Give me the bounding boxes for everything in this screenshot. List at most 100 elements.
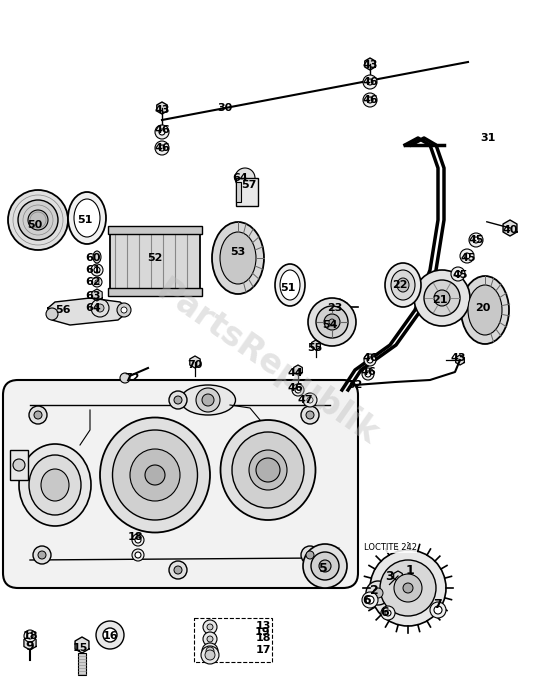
Text: 52: 52 bbox=[147, 253, 163, 263]
Circle shape bbox=[403, 583, 413, 593]
FancyBboxPatch shape bbox=[3, 380, 358, 588]
Ellipse shape bbox=[468, 285, 502, 335]
Text: 45: 45 bbox=[452, 270, 468, 280]
Bar bbox=[108, 288, 202, 296]
Text: 61: 61 bbox=[85, 265, 101, 275]
Ellipse shape bbox=[180, 385, 235, 415]
Bar bbox=[78, 653, 86, 675]
Circle shape bbox=[424, 280, 460, 316]
Circle shape bbox=[155, 125, 169, 139]
Polygon shape bbox=[503, 220, 517, 236]
Text: 46: 46 bbox=[362, 77, 378, 87]
Ellipse shape bbox=[461, 276, 509, 344]
Text: 46: 46 bbox=[362, 95, 378, 105]
Bar bbox=[108, 226, 202, 234]
Text: 55: 55 bbox=[308, 343, 323, 353]
Polygon shape bbox=[456, 355, 464, 365]
Ellipse shape bbox=[220, 420, 316, 520]
Ellipse shape bbox=[112, 430, 197, 520]
Polygon shape bbox=[48, 298, 130, 325]
Text: 47: 47 bbox=[297, 395, 313, 405]
Circle shape bbox=[103, 628, 117, 642]
Text: 43: 43 bbox=[154, 105, 170, 115]
Circle shape bbox=[120, 373, 130, 383]
Circle shape bbox=[96, 621, 124, 649]
Text: 32: 32 bbox=[347, 380, 363, 390]
Text: 43: 43 bbox=[362, 60, 378, 70]
Text: 46: 46 bbox=[287, 383, 303, 393]
Polygon shape bbox=[294, 365, 302, 375]
Circle shape bbox=[455, 271, 461, 277]
Circle shape bbox=[203, 620, 217, 634]
Text: 18: 18 bbox=[255, 633, 271, 643]
Circle shape bbox=[29, 406, 47, 424]
Circle shape bbox=[235, 168, 255, 188]
Text: 72: 72 bbox=[124, 373, 140, 383]
Circle shape bbox=[135, 537, 141, 543]
Bar bbox=[10, 450, 28, 480]
Polygon shape bbox=[333, 299, 347, 315]
Circle shape bbox=[91, 299, 109, 317]
Ellipse shape bbox=[232, 432, 304, 508]
Ellipse shape bbox=[68, 192, 106, 244]
Text: 51: 51 bbox=[280, 283, 296, 293]
Circle shape bbox=[451, 267, 465, 281]
Text: 20: 20 bbox=[475, 303, 491, 313]
Circle shape bbox=[96, 304, 104, 312]
Circle shape bbox=[13, 459, 25, 471]
Bar bbox=[236, 178, 258, 206]
Text: 57: 57 bbox=[241, 180, 257, 190]
Polygon shape bbox=[157, 102, 167, 114]
Text: 64: 64 bbox=[232, 173, 248, 183]
Circle shape bbox=[381, 606, 395, 620]
Text: 6: 6 bbox=[363, 595, 371, 607]
Circle shape bbox=[473, 237, 479, 243]
Text: 22: 22 bbox=[392, 280, 408, 290]
Text: 15: 15 bbox=[72, 643, 88, 653]
Circle shape bbox=[24, 630, 36, 642]
Circle shape bbox=[292, 384, 304, 396]
Circle shape bbox=[8, 190, 68, 250]
Circle shape bbox=[27, 633, 33, 639]
Circle shape bbox=[324, 314, 340, 330]
Text: 9: 9 bbox=[26, 639, 34, 653]
Text: 21: 21 bbox=[432, 295, 448, 305]
Circle shape bbox=[301, 406, 319, 424]
Circle shape bbox=[159, 145, 165, 151]
Circle shape bbox=[202, 394, 214, 406]
Circle shape bbox=[364, 354, 376, 366]
Circle shape bbox=[363, 75, 377, 89]
Text: 18: 18 bbox=[22, 631, 38, 641]
Ellipse shape bbox=[74, 199, 100, 237]
Circle shape bbox=[469, 233, 483, 247]
Bar bbox=[110, 230, 200, 290]
Text: 70: 70 bbox=[187, 360, 203, 370]
Text: 60: 60 bbox=[85, 253, 101, 263]
Circle shape bbox=[117, 303, 131, 317]
Ellipse shape bbox=[385, 263, 421, 307]
Circle shape bbox=[18, 200, 58, 240]
Circle shape bbox=[28, 210, 48, 230]
Circle shape bbox=[174, 396, 182, 404]
Circle shape bbox=[33, 546, 51, 564]
Ellipse shape bbox=[100, 417, 210, 533]
Text: 30: 30 bbox=[217, 103, 233, 113]
Ellipse shape bbox=[220, 232, 256, 284]
Circle shape bbox=[207, 636, 213, 642]
Text: 16: 16 bbox=[102, 631, 118, 641]
Circle shape bbox=[46, 308, 58, 320]
Polygon shape bbox=[365, 58, 375, 70]
Text: 19: 19 bbox=[255, 627, 271, 637]
Ellipse shape bbox=[19, 444, 91, 526]
Text: 45: 45 bbox=[460, 253, 476, 263]
Text: 40: 40 bbox=[502, 225, 518, 235]
Circle shape bbox=[174, 566, 182, 574]
Text: 7: 7 bbox=[434, 598, 442, 611]
Circle shape bbox=[366, 581, 390, 605]
Circle shape bbox=[306, 551, 314, 559]
Text: 51: 51 bbox=[78, 215, 93, 225]
Polygon shape bbox=[75, 637, 89, 653]
Ellipse shape bbox=[280, 270, 300, 300]
Text: 46: 46 bbox=[154, 143, 170, 153]
Circle shape bbox=[414, 270, 470, 326]
